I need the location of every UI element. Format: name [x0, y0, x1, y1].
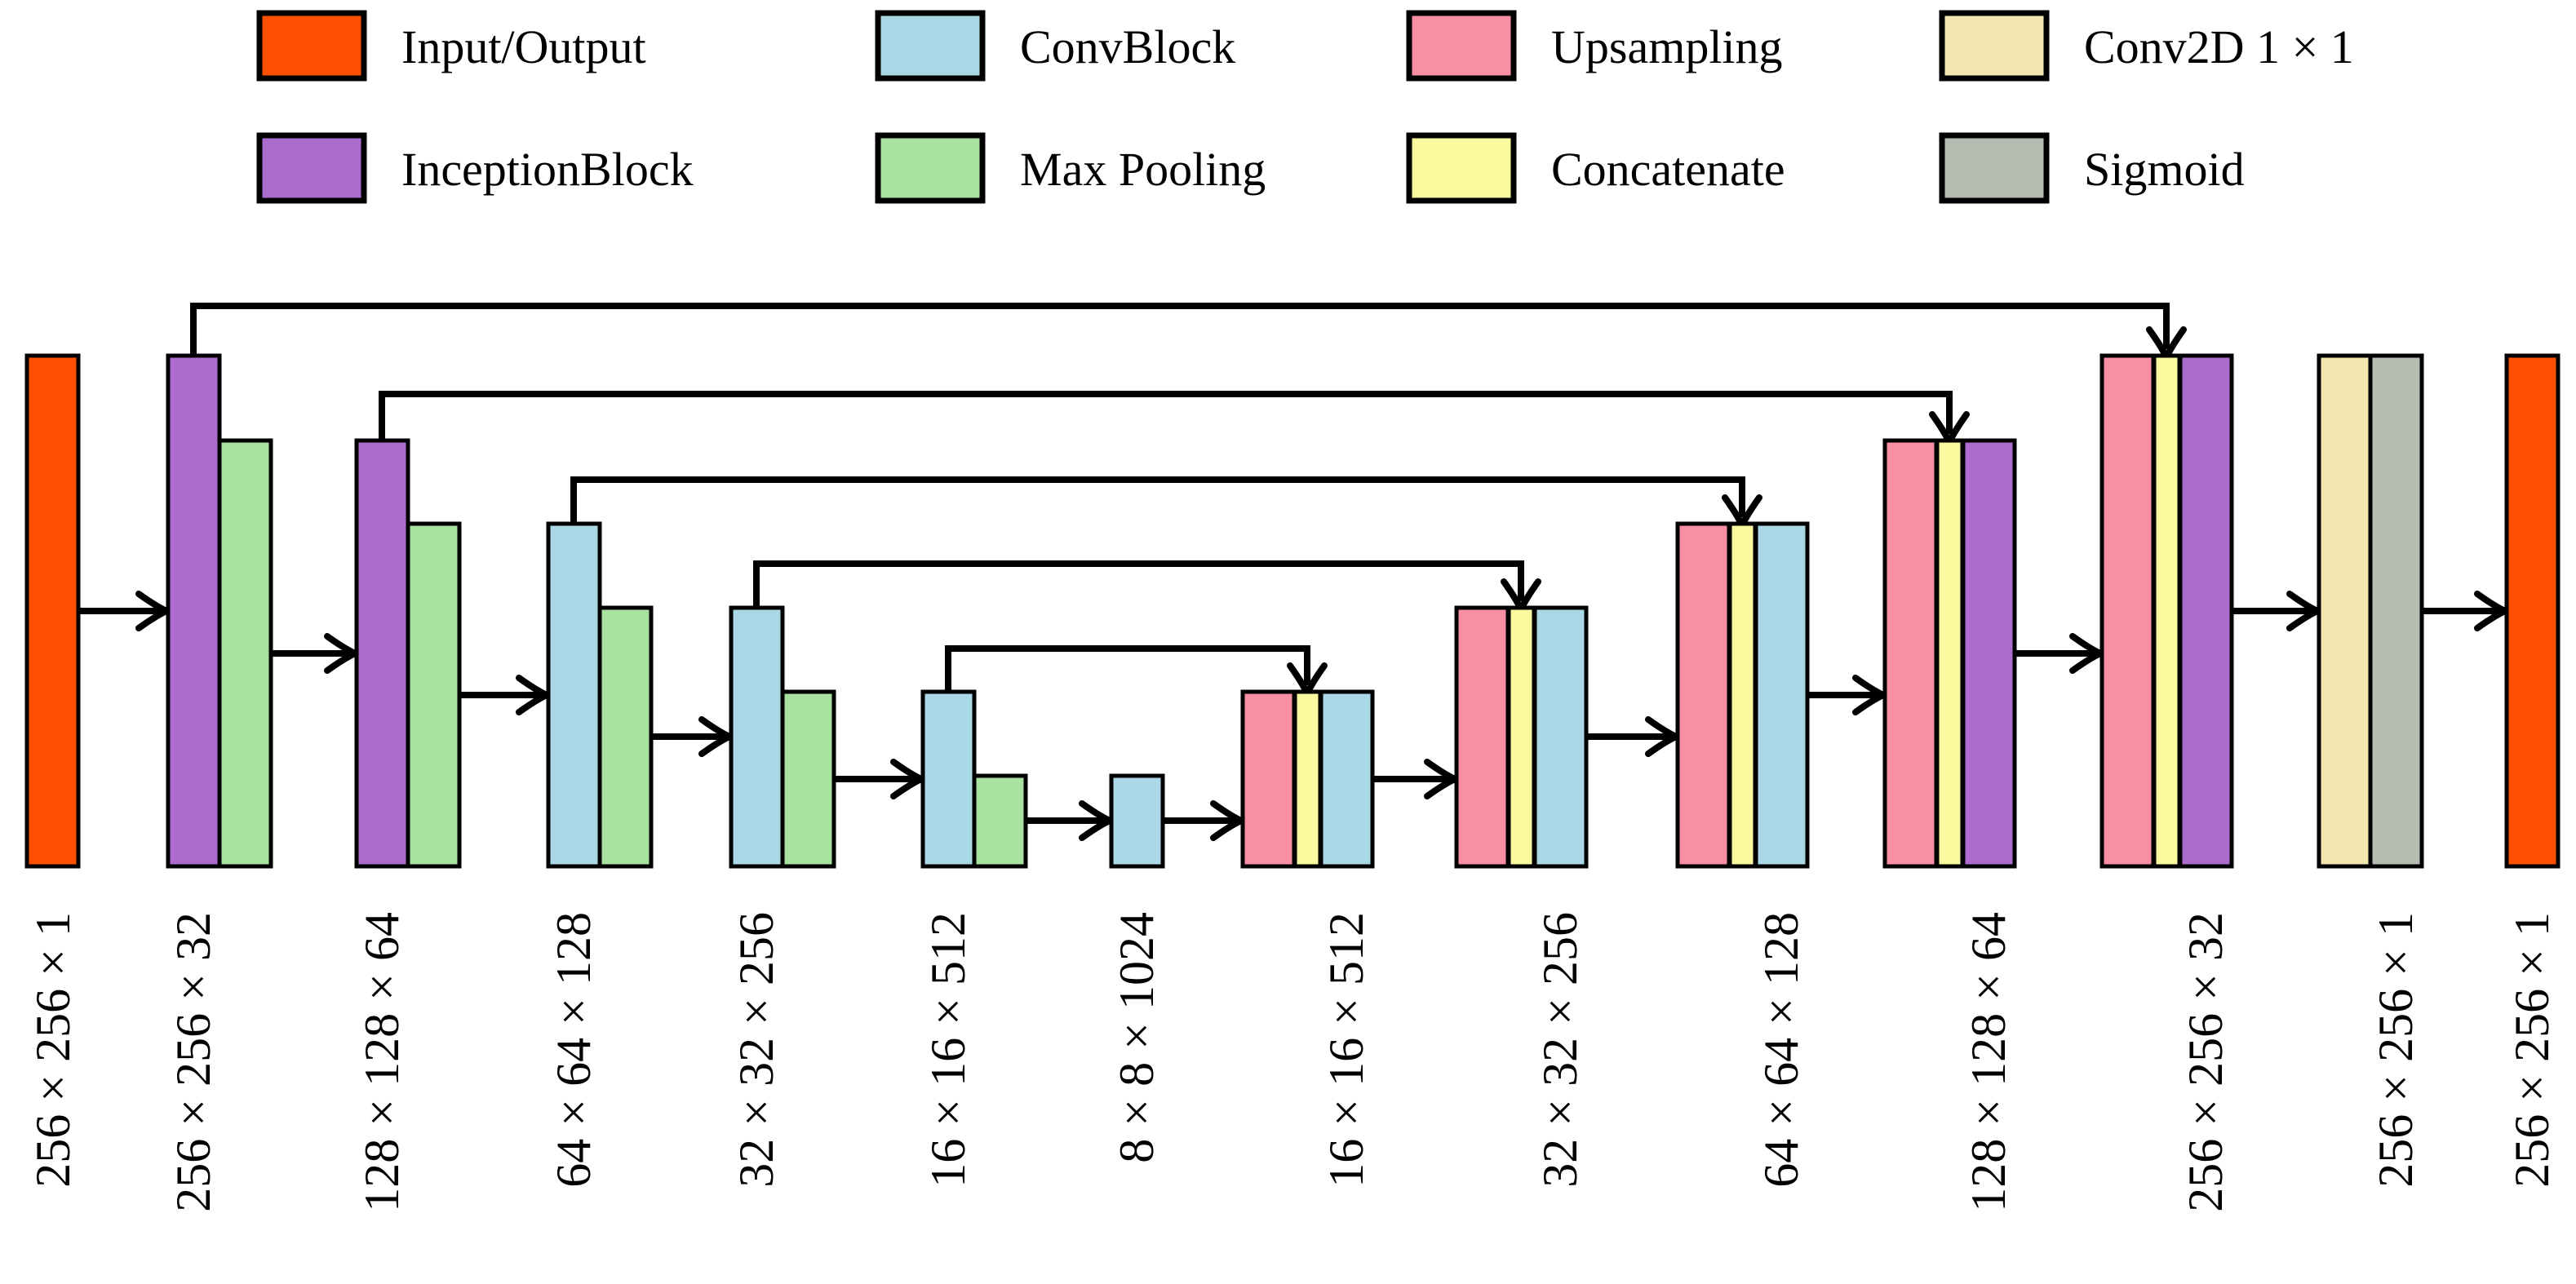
bar-encoder-4-maxpool	[780, 689, 836, 869]
dimension-label-decoder-3: 64 × 64 × 128	[1754, 912, 1808, 1188]
bar-decoder-5-concat	[1292, 689, 1323, 869]
column-decoder-2: 128 × 128 × 64	[1882, 438, 2017, 1212]
bar-encoder-2-maxpool	[406, 521, 462, 869]
column-output: 256 × 256 × 1	[2504, 353, 2560, 1188]
column-encoder-5: 16 × 16 × 512	[920, 689, 1028, 1188]
legend-swatch-inception	[256, 132, 367, 204]
dimension-label-input: 256 × 256 × 1	[26, 912, 80, 1188]
bar-decoder-1-upsample	[2099, 353, 2156, 869]
bar-encoder-1-inception	[166, 353, 222, 869]
legend-label-upsample: Upsampling	[1551, 20, 1783, 73]
bar-decoder-5-upsample	[1240, 689, 1297, 869]
bar-decoder-1-concat	[2152, 353, 2182, 869]
bar-encoder-3-maxpool	[597, 605, 654, 869]
column-decoder-5: 16 × 16 × 512	[1240, 689, 1375, 1188]
dimension-label-decoder-4: 32 × 32 × 256	[1533, 912, 1587, 1188]
legend-swatch-input_output	[256, 10, 367, 82]
legend-item-sigmoid: Sigmoid	[1939, 132, 2245, 204]
skip-connection-line-4	[753, 560, 1524, 608]
bar-encoder-2-inception	[354, 438, 410, 869]
bar-input-input_output	[24, 353, 81, 869]
legend-swatch-upsample	[1406, 10, 1517, 82]
bar-encoder-5-conv	[920, 689, 977, 869]
legend-label-conv1x1: Conv2D 1 × 1	[2084, 20, 2354, 73]
legend-item-concat: Concatenate	[1406, 132, 1785, 204]
legend-label-inception: InceptionBlock	[401, 143, 694, 196]
dimension-label-decoder-1: 256 × 256 × 32	[2179, 912, 2232, 1212]
bar-head-conv1x1	[2317, 353, 2373, 869]
legend-item-conv: ConvBlock	[875, 10, 1235, 82]
bar-decoder-4-upsample	[1454, 605, 1510, 869]
legend-item-conv1x1: Conv2D 1 × 1	[1939, 10, 2354, 82]
legend-swatch-maxpool	[875, 132, 986, 204]
skip-connection-line-2	[379, 391, 1953, 441]
column-decoder-4: 32 × 32 × 256	[1454, 605, 1589, 1188]
legend-swatch-concat	[1406, 132, 1517, 204]
bar-encoder-3-conv	[546, 521, 602, 869]
legend-item-upsample: Upsampling	[1406, 10, 1783, 82]
legend-label-input_output: Input/Output	[401, 20, 646, 73]
skip-connection-line-5	[945, 645, 1310, 692]
bar-decoder-5-conv	[1319, 689, 1375, 869]
legend-item-inception: InceptionBlock	[256, 132, 694, 204]
column-bottleneck: 8 × 8 × 1024	[1109, 773, 1165, 1163]
bar-decoder-4-conv	[1532, 605, 1589, 869]
legend-label-maxpool: Max Pooling	[1020, 143, 1266, 196]
column-decoder-3: 64 × 64 × 128	[1675, 521, 1810, 1188]
bar-encoder-4-conv	[729, 605, 785, 869]
dimension-label-decoder-5: 16 × 16 × 512	[1319, 912, 1373, 1188]
column-encoder-2: 128 × 128 × 64	[354, 438, 462, 1212]
legend-label-sigmoid: Sigmoid	[2084, 143, 2245, 196]
column-decoder-1: 256 × 256 × 32	[2099, 353, 2234, 1212]
bar-output-input_output	[2504, 353, 2560, 869]
dimension-label-encoder-3: 64 × 64 × 128	[547, 912, 601, 1188]
column-encoder-1: 256 × 256 × 32	[166, 353, 273, 1212]
bar-decoder-2-upsample	[1882, 438, 1939, 869]
bar-encoder-1-maxpool	[217, 438, 273, 869]
dimension-label-encoder-4: 32 × 32 × 256	[729, 912, 783, 1188]
bar-bottleneck-conv	[1109, 773, 1165, 869]
dimension-label-bottleneck: 8 × 8 × 1024	[1110, 912, 1164, 1163]
column-encoder-3: 64 × 64 × 128	[546, 521, 654, 1188]
legend-item-input_output: Input/Output	[256, 10, 646, 82]
dimension-label-decoder-2: 128 × 128 × 64	[1962, 912, 2015, 1212]
bar-decoder-3-concat	[1727, 521, 1758, 869]
legend-label-concat: Concatenate	[1551, 143, 1785, 196]
dimension-label-encoder-1: 256 × 256 × 32	[166, 912, 220, 1212]
column-head: 256 × 256 × 1	[2317, 353, 2424, 1188]
legend-swatch-sigmoid	[1939, 132, 2050, 204]
bar-decoder-3-conv	[1754, 521, 1810, 869]
bar-head-sigmoid	[2368, 353, 2424, 869]
bar-decoder-2-concat	[1935, 438, 1965, 869]
legend-label-conv: ConvBlock	[1020, 20, 1235, 73]
legend-swatch-conv1x1	[1939, 10, 2050, 82]
skip-connection-line-1	[190, 303, 2170, 356]
dimension-label-encoder-2: 128 × 128 × 64	[355, 912, 409, 1212]
legend-swatch-conv	[875, 10, 986, 82]
column-input: 256 × 256 × 1	[24, 353, 81, 1188]
bar-decoder-3-upsample	[1675, 521, 1731, 869]
dimension-label-output: 256 × 256 × 1	[2505, 912, 2559, 1188]
dimension-label-head: 256 × 256 × 1	[2369, 912, 2423, 1188]
skip-connection-line-3	[570, 476, 1745, 524]
bar-decoder-2-inception	[1961, 438, 2017, 869]
dimension-label-encoder-5: 16 × 16 × 512	[921, 912, 975, 1188]
column-encoder-4: 32 × 32 × 256	[729, 605, 836, 1188]
bar-decoder-4-concat	[1506, 605, 1536, 869]
bar-decoder-1-inception	[2178, 353, 2234, 869]
legend-item-maxpool: Max Pooling	[875, 132, 1266, 204]
bar-encoder-5-maxpool	[972, 773, 1028, 869]
